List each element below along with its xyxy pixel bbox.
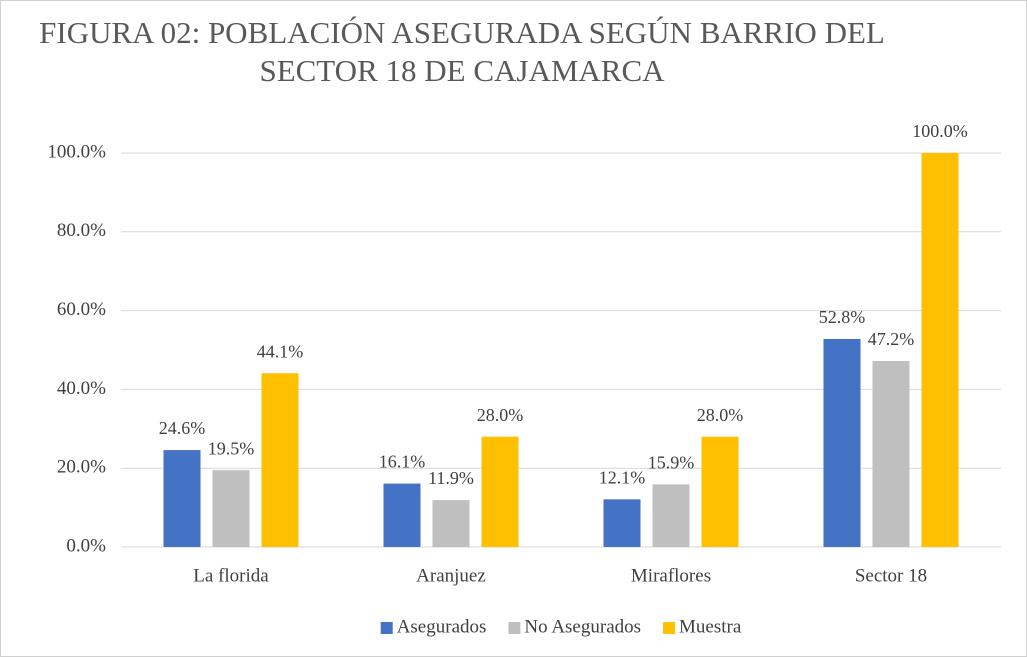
x-tick-label: La florida (193, 565, 269, 586)
x-tick-label: Miraflores (631, 565, 711, 586)
x-tick-label: Aranjuez (416, 565, 486, 586)
y-tick-label: 40.0% (57, 378, 106, 399)
value-label: 47.2% (868, 329, 915, 349)
legend-label: Muestra (679, 616, 742, 637)
value-label: 12.1% (599, 467, 646, 487)
legend-label: No Asegurados (524, 616, 641, 637)
bar (383, 483, 421, 547)
value-label: 52.8% (819, 307, 866, 327)
bar (163, 450, 201, 547)
legend-swatch (380, 622, 393, 634)
y-tick-label: 0.0% (66, 535, 106, 556)
bar (823, 338, 861, 547)
value-label: 24.6% (159, 418, 206, 438)
value-label: 16.1% (379, 452, 426, 472)
bar (701, 436, 739, 547)
y-tick-label: 60.0% (57, 299, 106, 320)
bar (432, 500, 470, 547)
x-tick-label: Sector 18 (855, 565, 927, 586)
y-tick-label: 20.0% (57, 457, 106, 478)
legend-label: Asegurados (397, 616, 487, 637)
bar (212, 470, 250, 547)
bar (921, 153, 959, 547)
value-label: 44.1% (257, 341, 304, 361)
value-label: 15.9% (648, 452, 695, 472)
value-label: 28.0% (697, 405, 744, 425)
legend-swatch (508, 622, 521, 634)
value-label: 19.5% (208, 438, 255, 458)
bar (603, 499, 641, 547)
bar (261, 373, 299, 547)
y-tick-label: 80.0% (57, 220, 106, 241)
bar (652, 484, 690, 547)
y-tick-label: 100.0% (47, 141, 106, 162)
chart-title: FIGURA 02: POBLACIÓN ASEGURADA SEGÚN BAR… (39, 15, 885, 88)
bar (872, 361, 910, 547)
value-label: 11.9% (428, 468, 474, 488)
bar (481, 436, 519, 547)
legend-swatch (663, 622, 676, 634)
value-label: 28.0% (477, 405, 524, 425)
value-label: 100.0% (912, 121, 968, 141)
